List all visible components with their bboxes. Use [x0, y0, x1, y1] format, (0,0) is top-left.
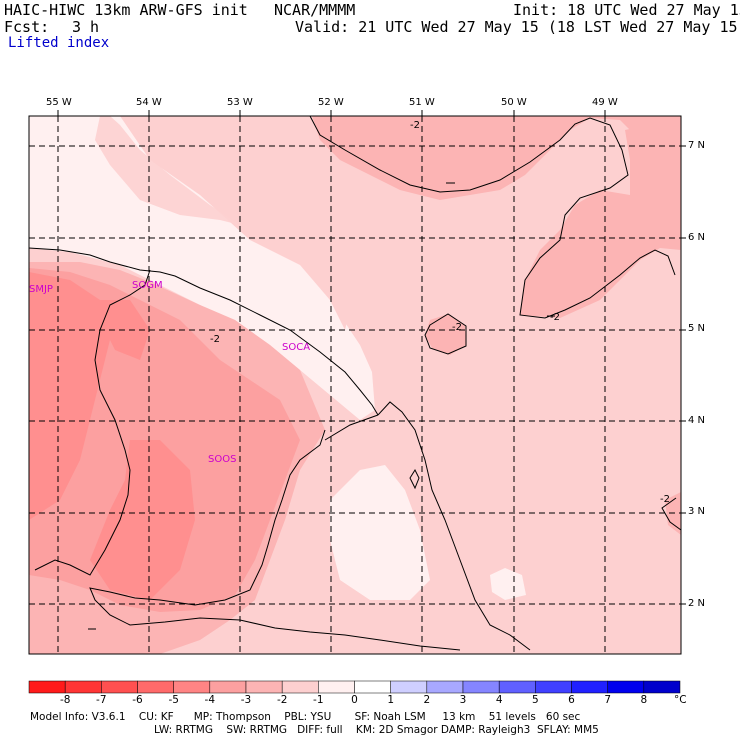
lon-label: 54 W: [136, 97, 162, 108]
legend-tick-label: 6: [568, 694, 575, 706]
lat-label: 4 N: [688, 415, 706, 426]
coastline: [28, 115, 682, 531]
legend-swatch: [390, 680, 428, 694]
legend-tick-label: -6: [132, 694, 143, 706]
legend-swatch: [462, 680, 500, 694]
map-fill: [29, 116, 681, 654]
legend-tick-label: -1: [313, 694, 324, 706]
legend-swatch: [137, 680, 174, 694]
contour-label: -2: [660, 494, 670, 505]
legend-tick-label: 3: [459, 694, 467, 706]
legend-tick-label: -3: [240, 694, 252, 706]
legend-tick-label: -5: [168, 694, 179, 706]
legend-tick-label: -4: [204, 694, 216, 706]
legend-swatch: [101, 680, 138, 694]
lat-label: 5 N: [688, 323, 706, 334]
legend-swatch: [498, 680, 536, 694]
lat-lon-grid: [29, 116, 681, 654]
legend-swatch: [354, 680, 391, 694]
legend-swatch: [64, 680, 102, 694]
legend-swatch: [281, 680, 319, 694]
legend-swatch: [643, 680, 681, 694]
map-ticks: [57, 110, 686, 605]
map-frame: [28, 115, 682, 655]
model-info-line2: LW: RRTMG SW: RRTMG DIFF: full KM: 2D Sm…: [154, 724, 599, 736]
field-name: Lifted index: [8, 35, 110, 51]
legend-tick-label: 4: [495, 694, 503, 706]
valid-time: Valid: 21 UTC Wed 27 May 15 (18 LST Wed …: [295, 18, 740, 36]
legend-tick-label: 5: [531, 694, 539, 706]
lon-label: 55 W: [46, 97, 72, 108]
legend-swatch: [173, 680, 211, 694]
lat-label: 3 N: [688, 506, 706, 517]
legend-tick-label: 8: [640, 694, 648, 706]
legend-swatch: [209, 680, 247, 694]
legend-tick-label: 2: [423, 694, 431, 706]
contour-label: -2: [550, 312, 560, 323]
legend-tick-label: 7: [604, 694, 612, 706]
lon-label: 53 W: [227, 97, 253, 108]
org-label: NCAR/MMMM: [274, 1, 356, 19]
legend-swatch: [571, 680, 608, 694]
contour-label: -2: [452, 322, 462, 333]
station-label: SOCA: [282, 342, 310, 353]
legend-swatch: [245, 680, 283, 694]
country-border: [34, 269, 531, 651]
legend-swatch: [28, 680, 66, 694]
contour-label: -2: [410, 120, 420, 131]
lon-label: 49 W: [592, 97, 618, 108]
legend-swatch: [426, 680, 464, 694]
init-time: Init: 18 UTC Wed 27 May 15: [513, 1, 740, 19]
model-info-line1: Model Info: V3.6.1 CU: KF MP: Thompson P…: [30, 711, 581, 723]
legend-colorbar: [28, 680, 681, 694]
lat-label: 2 N: [688, 598, 706, 609]
legend-swatch: [607, 680, 645, 694]
lat-label: 6 N: [688, 232, 706, 243]
legend-unit: °C: [674, 694, 687, 706]
legend-tick-label: 1: [387, 694, 395, 706]
lon-label: 51 W: [409, 97, 435, 108]
legend-tick-label: 0: [351, 694, 358, 706]
station-label: SOGM: [132, 280, 163, 291]
station-label: SMJP: [29, 284, 53, 295]
legend-tick-label: -7: [96, 694, 107, 706]
forecast-label: Fcst:: [4, 18, 50, 36]
legend-swatch: [318, 680, 355, 694]
legend-swatch: [535, 680, 572, 694]
contour-label: -2: [210, 334, 220, 345]
forecast-hour: 3 h: [72, 18, 100, 36]
lon-label: 52 W: [318, 97, 344, 108]
station-label: SOOS: [208, 454, 236, 465]
model-title: HAIC-HIWC 13km ARW-GFS init: [4, 1, 248, 19]
lon-label: 50 W: [501, 97, 527, 108]
legend-tick-label: -2: [276, 694, 288, 706]
legend-tick-label: -8: [59, 694, 71, 706]
lat-label: 7 N: [688, 140, 706, 151]
